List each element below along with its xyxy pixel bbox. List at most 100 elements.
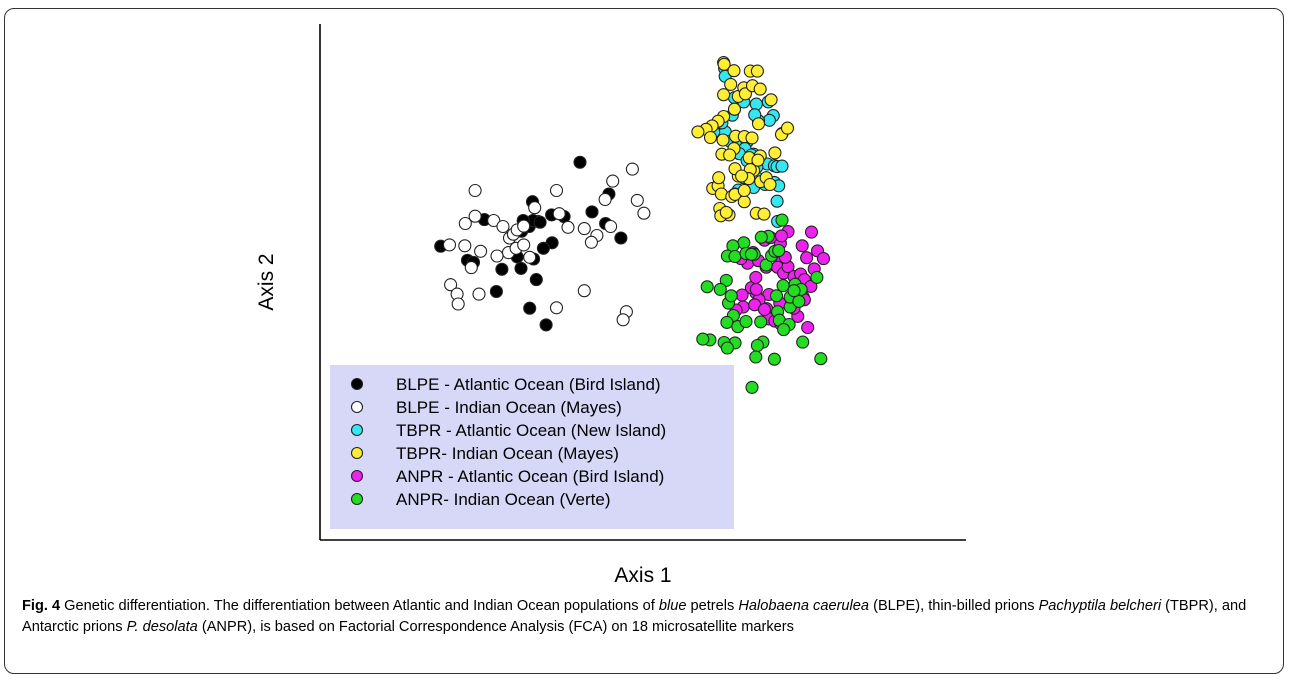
series-4-point-56 [735, 169, 749, 183]
y-axis-title: Axis 2 [255, 253, 278, 310]
figure-caption: Fig. 4 Genetic differentiation. The diff… [22, 596, 1267, 638]
series-4-point-20 [703, 130, 718, 145]
series-4-point-46 [780, 121, 795, 135]
series-2 [442, 162, 651, 327]
series-4-point-2 [717, 57, 731, 71]
series-4-point-7 [717, 88, 731, 102]
series-2-point-9 [517, 219, 531, 233]
series-4-point-14 [727, 102, 742, 116]
series-2-point-24 [549, 183, 564, 198]
series-4 [691, 56, 795, 223]
scatter-chart: Axis 2 Axis 1 BLPE - Atlantic Ocean (Bir… [255, 24, 966, 587]
series-1-point-12 [533, 215, 547, 229]
series-2-point-25 [552, 207, 566, 221]
series-4-point-12 [753, 82, 767, 96]
legend-marker-5 [350, 469, 364, 483]
legend-box [330, 365, 734, 529]
series-6-point-41 [720, 341, 734, 355]
series-5-point-44 [749, 270, 763, 284]
legend-marker-6 [350, 492, 364, 506]
series-2-point-39 [528, 201, 542, 215]
series-4-point-43 [757, 207, 771, 221]
series-2-point-4 [487, 213, 501, 228]
series-4-point-44 [768, 146, 782, 160]
series-6-point-20 [720, 315, 734, 329]
series-5-point-28 [735, 288, 749, 302]
series-4-point-54 [751, 153, 765, 167]
series-2-point-3 [468, 209, 482, 223]
series-6-point-3 [754, 230, 768, 244]
series-2-point-35 [616, 313, 630, 327]
series-2-point-26 [549, 301, 564, 315]
series-2-point-29 [598, 192, 612, 207]
series-2-point-33 [577, 284, 591, 298]
series-4-point-47 [712, 171, 726, 185]
series-2-point-38 [637, 206, 651, 220]
series-6-point-48 [777, 323, 791, 337]
series-6-point-49 [744, 247, 758, 261]
series-4-point-57 [737, 183, 751, 198]
series-6-point-15 [700, 280, 714, 294]
caption-text-4: (TBPR), and Antarctic prions [22, 598, 1247, 635]
series-2-point-31 [604, 219, 618, 234]
figure-frame [4, 8, 1284, 674]
series-6-point-18 [724, 289, 738, 303]
series-6-point-1 [775, 213, 789, 227]
series-5-point-20 [816, 252, 831, 266]
series-2-point-5 [496, 219, 510, 234]
series-1-point-20 [529, 273, 543, 287]
series-2-point-1 [458, 216, 472, 231]
series-5-point-8 [804, 225, 819, 239]
series-4-point-21 [716, 133, 730, 147]
series-2-point-17 [442, 238, 457, 252]
series-5-point-6 [795, 239, 809, 253]
series-4-point-6 [724, 77, 738, 91]
series-5-point-5 [774, 229, 789, 243]
series-4-point-19 [691, 125, 705, 139]
series-6 [696, 213, 828, 394]
legend-label-5: ANPR - Atlantic Ocean (Bird Island) [396, 467, 664, 486]
series-4-point-50 [751, 117, 766, 131]
series-2-point-32 [584, 235, 598, 249]
series-1-point-2 [573, 155, 587, 169]
caption-italic-3: Pachyptila belcheri [1038, 598, 1162, 614]
series-6-point-23 [754, 315, 768, 329]
caption-italic-1: blue [658, 598, 687, 614]
series-2-point-22 [451, 297, 465, 311]
series-4-point-55 [719, 205, 733, 219]
series-1-point-26 [489, 284, 503, 299]
caption-label: Fig. 4 [22, 598, 61, 614]
series-6-point-43 [814, 352, 828, 366]
caption-text-2: petrels [686, 598, 739, 614]
series-2-point-15 [474, 244, 488, 258]
series-6-point-4 [737, 236, 751, 250]
series-2-point-13 [523, 250, 537, 264]
series-6-point-44 [796, 335, 810, 349]
series-1-point-27 [539, 318, 553, 332]
series-2-point-2 [468, 183, 482, 198]
series-5-point-38 [801, 320, 815, 335]
series-1-point-21 [514, 261, 528, 275]
series-2-point-37 [630, 193, 644, 207]
caption-text-5: (ANPR), is based on Factorial Correspond… [197, 619, 794, 635]
series-2-point-16 [458, 239, 472, 253]
series-6-point-32 [792, 294, 806, 308]
legend-label-6: ANPR- Indian Ocean (Verte) [396, 490, 610, 509]
legend-marker-4 [350, 446, 364, 460]
series-5-point-18 [800, 251, 814, 265]
legend-marker-3 [350, 423, 364, 437]
series-1-point-24 [536, 241, 550, 255]
series-2-point-21 [472, 287, 486, 301]
series-3-point-27 [775, 159, 789, 173]
legend-label-3: TBPR - Atlantic Ocean (New Island) [396, 421, 666, 440]
legend-label-1: BLPE - Atlantic Ocean (Bird Island) [396, 375, 661, 394]
series-2-point-14 [490, 249, 504, 263]
series-2-point-19 [444, 278, 458, 292]
series-4-point-39 [737, 195, 751, 209]
legend-marker-2 [350, 400, 364, 414]
series-4-point-26 [723, 148, 737, 162]
series-3-point-37 [770, 194, 784, 208]
series-6-point-39 [696, 332, 710, 346]
series-6-point-29 [810, 270, 824, 284]
series-2-point-27 [577, 222, 591, 236]
